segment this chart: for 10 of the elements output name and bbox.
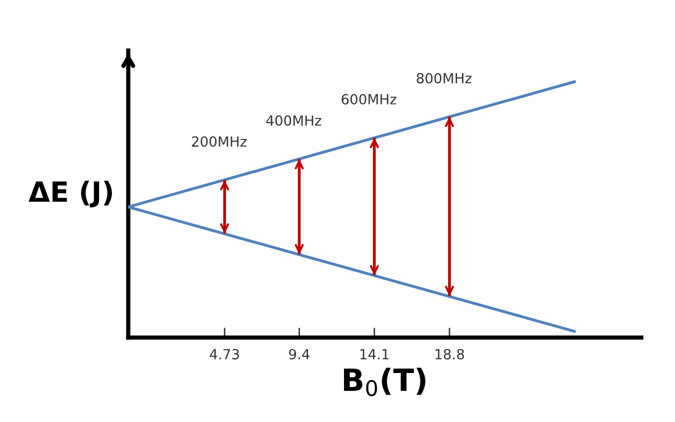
annotation: 800MHz (416, 72, 472, 84)
x-tick-label: 4.73 (210, 348, 239, 360)
annotation: 400MHz (266, 115, 322, 126)
annotation: 200MHz (192, 136, 247, 147)
annotation: 600MHz (342, 94, 396, 105)
y-axis-title: ΔE (J) (28, 180, 112, 208)
x-axis-title: B$_{0}$(T) (344, 368, 426, 396)
x-tick-label: 18.8 (436, 348, 464, 360)
x-tick-label: 14.1 (360, 349, 389, 360)
x-tick-label: 9.4 (289, 348, 310, 360)
